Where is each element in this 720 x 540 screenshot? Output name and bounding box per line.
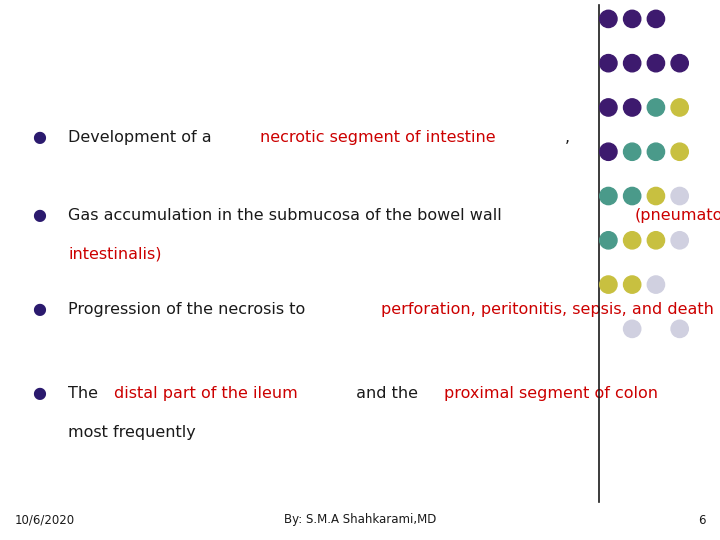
Text: 6: 6 bbox=[698, 514, 706, 526]
Text: ●: ● bbox=[32, 208, 47, 223]
Text: intestinalis): intestinalis) bbox=[68, 247, 162, 262]
Text: ,: , bbox=[564, 130, 570, 145]
Text: proximal segment of colon: proximal segment of colon bbox=[444, 386, 658, 401]
Text: By: S.M.A Shahkarami,MD: By: S.M.A Shahkarami,MD bbox=[284, 514, 436, 526]
Text: The: The bbox=[68, 386, 104, 401]
Text: (pneumatosis: (pneumatosis bbox=[635, 208, 720, 223]
Text: ●: ● bbox=[32, 130, 47, 145]
Text: Progression of the necrosis to: Progression of the necrosis to bbox=[68, 302, 311, 318]
Text: Development of a: Development of a bbox=[68, 130, 217, 145]
Text: ●: ● bbox=[32, 302, 47, 318]
Text: ●: ● bbox=[32, 386, 47, 401]
Text: perforation, peritonitis, sepsis, and death: perforation, peritonitis, sepsis, and de… bbox=[381, 302, 714, 318]
Text: necrotic segment of intestine: necrotic segment of intestine bbox=[261, 130, 496, 145]
Text: Gas accumulation in the submucosa of the bowel wall: Gas accumulation in the submucosa of the… bbox=[68, 208, 508, 223]
Text: and the: and the bbox=[351, 386, 423, 401]
Text: most frequently: most frequently bbox=[68, 425, 196, 440]
Text: 10/6/2020: 10/6/2020 bbox=[14, 514, 75, 526]
Text: distal part of the ileum: distal part of the ileum bbox=[114, 386, 297, 401]
